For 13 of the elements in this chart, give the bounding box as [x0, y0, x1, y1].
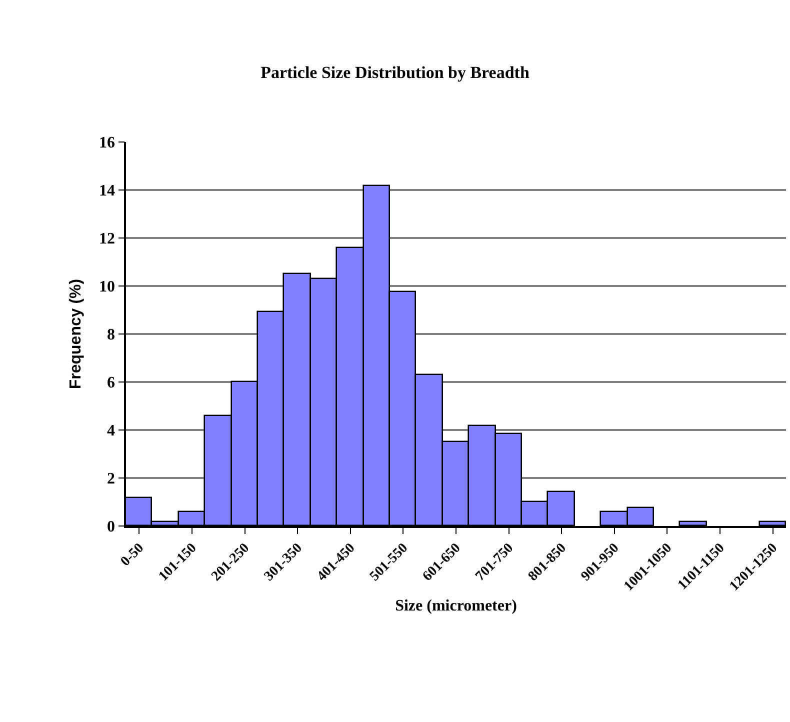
- y-tick-label: 16: [99, 134, 116, 152]
- y-tick-label: 2: [107, 470, 116, 488]
- chart-title: Particle Size Distribution by Breadth: [260, 63, 530, 82]
- y-tick-label: 4: [107, 422, 116, 440]
- x-tick-label: 0-50: [118, 540, 147, 570]
- y-tick-label: 6: [107, 374, 116, 392]
- y-tick-label: 12: [99, 230, 116, 248]
- y-tick-label: 8: [107, 326, 116, 344]
- y-tick-label: 0: [107, 518, 116, 536]
- y-tick-label: 10: [99, 278, 116, 296]
- y-axis-title: Frequency (%): [67, 278, 84, 390]
- y-tick-label: 14: [99, 182, 116, 200]
- x-axis-title: Size (micrometer): [395, 597, 517, 614]
